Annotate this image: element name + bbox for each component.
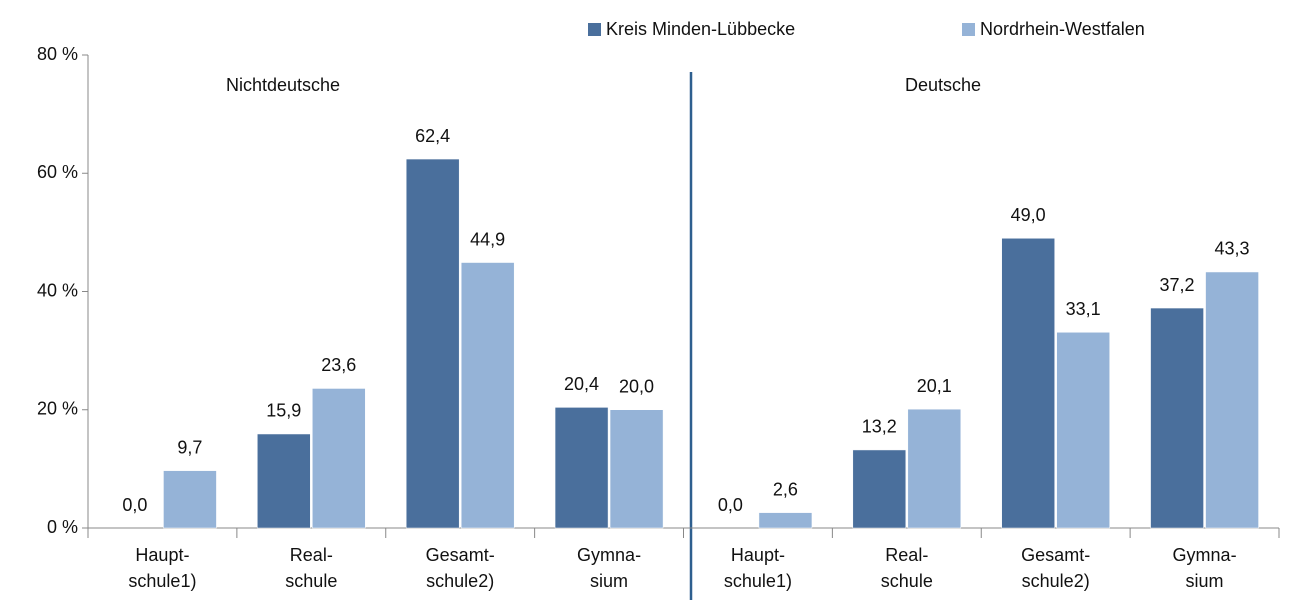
x-tick-label: Haupt-schule1): [128, 545, 196, 591]
value-label: 13,2: [862, 417, 897, 437]
x-tick-label: Gymna-sium: [1173, 545, 1237, 591]
value-label: 0,0: [718, 495, 743, 515]
value-label: 15,9: [266, 401, 301, 421]
bar: [907, 408, 962, 529]
y-tick-label: 80 %: [37, 44, 78, 64]
legend-label: Kreis Minden-Lübbecke: [606, 19, 795, 39]
bar: [1001, 238, 1055, 529]
bar: [1150, 307, 1204, 529]
value-label: 20,0: [619, 377, 654, 397]
y-tick-label: 0 %: [47, 517, 78, 537]
value-label: 23,6: [321, 355, 356, 375]
value-label: 37,2: [1160, 275, 1195, 295]
bar: [554, 407, 609, 529]
group-label: Deutsche: [905, 75, 981, 95]
value-label: 0,0: [122, 495, 147, 515]
bar: [1056, 332, 1110, 529]
value-label: 62,4: [415, 126, 450, 146]
x-tick-label: Real-schule: [285, 545, 337, 591]
bar: [852, 449, 907, 529]
bar: [163, 470, 217, 529]
value-label: 20,4: [564, 374, 599, 394]
value-label: 44,9: [470, 229, 505, 249]
value-label: 2,6: [773, 479, 798, 499]
bar: [1205, 271, 1259, 529]
x-tick-label: Gesamt-schule2): [1021, 545, 1090, 591]
legend-swatch: [962, 23, 975, 36]
bar: [758, 512, 813, 529]
x-tick-label: Haupt-schule1): [724, 545, 792, 591]
bar: [312, 388, 366, 529]
y-tick-label: 40 %: [37, 280, 78, 300]
x-tick-label: Gymna-sium: [577, 545, 641, 591]
value-label: 20,1: [917, 376, 952, 396]
x-tick-label: Gesamt-schule2): [426, 545, 495, 591]
x-tick-label: Real-schule: [881, 545, 933, 591]
legend-label: Nordrhein-Westfalen: [980, 19, 1145, 39]
y-tick-label: 20 %: [37, 399, 78, 419]
value-label: 33,1: [1066, 299, 1101, 319]
value-label: 43,3: [1215, 239, 1250, 259]
value-label: 9,7: [177, 437, 202, 457]
group-label: Nichtdeutsche: [226, 75, 340, 95]
bar: [609, 409, 664, 529]
bar: [257, 433, 311, 529]
y-tick-label: 60 %: [37, 162, 78, 182]
value-label: 49,0: [1011, 205, 1046, 225]
bar: [405, 158, 460, 529]
bar: [460, 262, 515, 529]
legend-swatch: [588, 23, 601, 36]
